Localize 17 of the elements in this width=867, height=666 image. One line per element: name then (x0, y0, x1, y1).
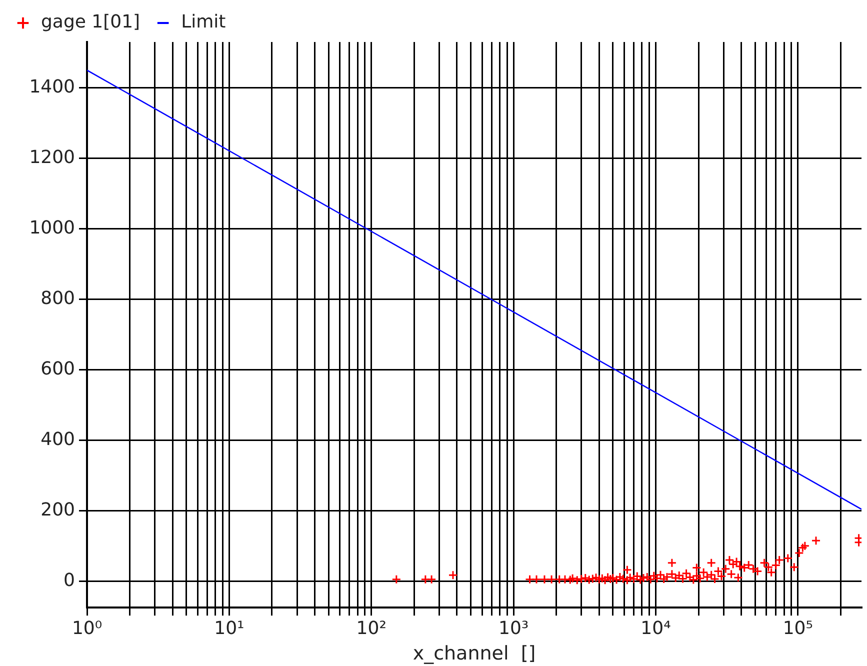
y-tick-label: 400 (40, 428, 75, 450)
y-tick-label: 800 (40, 288, 75, 309)
y-tick-label: 1000 (29, 217, 75, 238)
y-tick-label: 600 (40, 358, 75, 380)
x-axis-title: x_channel [] (412, 642, 536, 665)
x-tick-label: 10⁵ (782, 618, 813, 640)
x-tick-label: 10¹ (214, 618, 244, 640)
legend-label: gage 1[01] (41, 12, 140, 33)
legend-label: Limit (181, 12, 226, 33)
x-tick-label: 10³ (498, 618, 529, 640)
x-tick-label: 10⁰ (72, 618, 102, 640)
x-tick-label: 10² (356, 618, 386, 640)
y-tick-label: 200 (40, 499, 75, 520)
y-tick-label: 0 (64, 570, 75, 591)
y-tick-label: 1400 (29, 76, 75, 98)
y-tick-label: 1200 (29, 146, 75, 168)
x-tick-label: 10⁴ (640, 618, 671, 640)
